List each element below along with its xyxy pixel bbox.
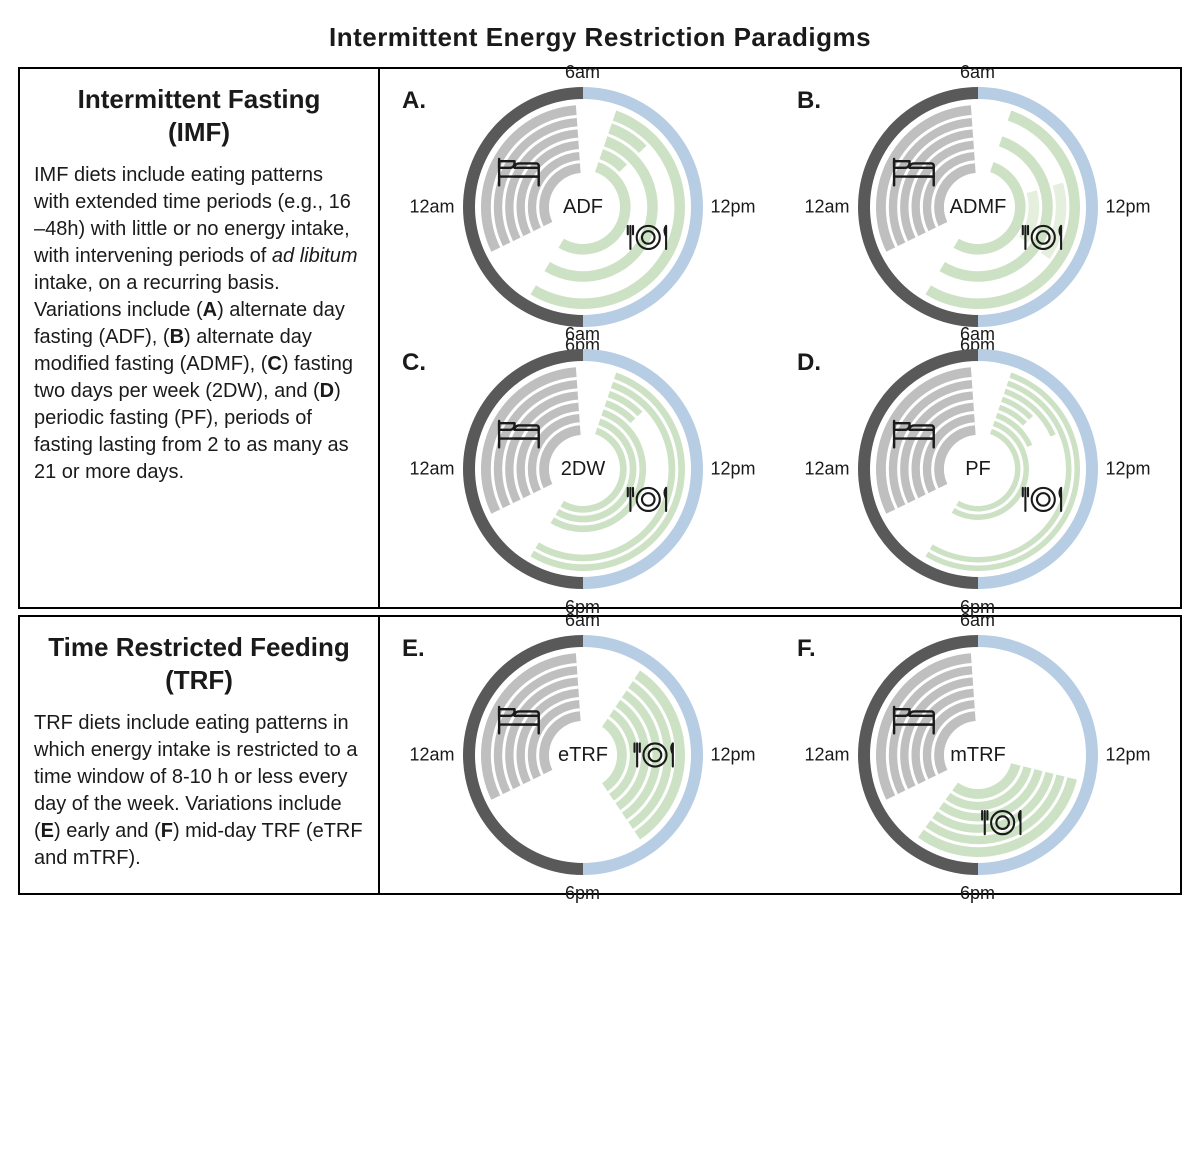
panel-letter: E.: [402, 635, 425, 663]
clock-center-label: 2DW: [560, 458, 605, 480]
section-heading: Time Restricted Feeding(TRF): [34, 631, 364, 696]
clock-tick-label: 6am: [565, 62, 600, 83]
section-body: TRF diets include eating patterns in whi…: [34, 710, 364, 872]
panel-letter: F.: [797, 635, 816, 663]
section-body: IMF diets include eating patterns with e…: [34, 162, 364, 486]
clock-cell: B.ADMF 6am12pm6pm12am: [783, 79, 1172, 335]
clock-face: eTRF: [463, 635, 703, 875]
panel-letter: A.: [402, 87, 426, 115]
section: Intermittent Fasting(IMF) IMF diets incl…: [18, 67, 1182, 609]
clock-tick-label: 6am: [960, 610, 995, 631]
clock-center-label: mTRF: [950, 744, 1006, 766]
clock-face: ADF: [463, 87, 703, 327]
clock-cell: F.mTRF 6am12pm6pm12am: [783, 627, 1172, 883]
clock-tick-label: 6am: [960, 324, 995, 345]
clock-center-label: PF: [965, 458, 991, 480]
clock-tick-label: 12pm: [1106, 197, 1151, 218]
section-text-pane: Intermittent Fasting(IMF) IMF diets incl…: [20, 69, 380, 607]
clock-tick-label: 12am: [409, 459, 458, 480]
panel-letter: D.: [797, 349, 821, 377]
clock-tick-label: 6pm: [565, 883, 600, 904]
section-clock-grid: E.eTRF 6am12pm6pm12amF.mTRF 6am12pm6: [380, 617, 1180, 893]
clock-cell: C.2DW 6am12pm6pm12am: [388, 341, 777, 597]
page-title: Intermittent Energy Restriction Paradigm…: [18, 22, 1182, 53]
clock-tick-label: 12am: [804, 459, 853, 480]
meal-icon: [1022, 488, 1060, 511]
clock-cell: D.PF 6am12pm6pm12am: [783, 341, 1172, 597]
clock-cell: A.ADF 6am12pm6pm12am: [388, 79, 777, 335]
clock-face: PF: [858, 349, 1098, 589]
clock-tick-label: 12pm: [1106, 459, 1151, 480]
clock-center-label: ADF: [563, 196, 603, 218]
clock-face: 2DW: [463, 349, 703, 589]
section-heading: Intermittent Fasting(IMF): [34, 83, 364, 148]
clock-center-label: ADMF: [949, 196, 1006, 218]
clock-center-label: eTRF: [558, 744, 608, 766]
section-text-pane: Time Restricted Feeding(TRF) TRF diets i…: [20, 617, 380, 893]
clock-face: mTRF: [858, 635, 1098, 875]
panel-letter: C.: [402, 349, 426, 377]
clock-tick-label: 12pm: [711, 459, 756, 480]
clock-tick-label: 12pm: [1106, 745, 1151, 766]
section: Time Restricted Feeding(TRF) TRF diets i…: [18, 615, 1182, 895]
clock-tick-label: 12am: [409, 745, 458, 766]
panel-letter: B.: [797, 87, 821, 115]
clock-tick-label: 12am: [804, 745, 853, 766]
clock-tick-label: 6pm: [960, 883, 995, 904]
clock-face: ADMF: [858, 87, 1098, 327]
clock-tick-label: 6am: [960, 62, 995, 83]
clock-tick-label: 6am: [565, 610, 600, 631]
clock-tick-label: 12pm: [711, 197, 756, 218]
clock-tick-label: 6am: [565, 324, 600, 345]
clock-tick-label: 12am: [409, 197, 458, 218]
section-clock-grid: A.ADF 6am12pm6pm12amB.ADMF 6am12pm6p: [380, 69, 1180, 607]
clock-cell: E.eTRF 6am12pm6pm12am: [388, 627, 777, 883]
clock-tick-label: 12am: [804, 197, 853, 218]
clock-tick-label: 12pm: [711, 745, 756, 766]
